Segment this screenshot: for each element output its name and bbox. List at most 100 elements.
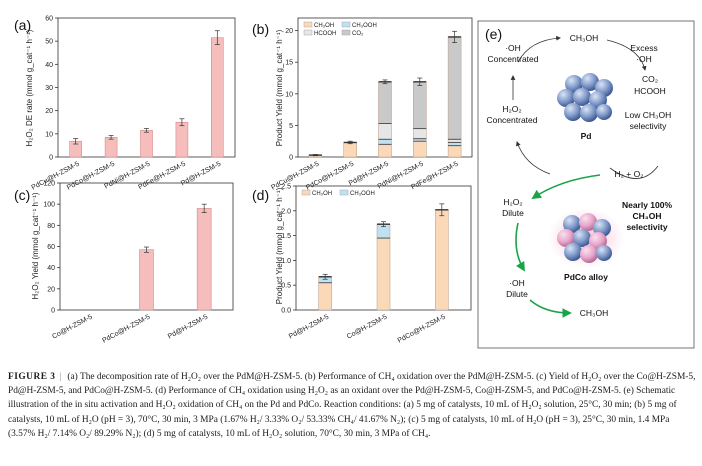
oh-dilute-label: ·OH bbox=[509, 278, 525, 288]
y-tick-label: 30 bbox=[45, 85, 53, 92]
ch3oh-top: CH₃OH bbox=[570, 33, 599, 43]
nearly-ch3oh: CH₃OH bbox=[633, 211, 662, 221]
ch3oh-bottom: CH₃OH bbox=[580, 308, 609, 318]
y-tick-label: 60 bbox=[47, 244, 55, 251]
y-axis-label: H₂O₂ Yield (mmol g_cat⁻¹ h⁻¹) bbox=[31, 192, 40, 299]
category-label: Co@H-ZSM-5 bbox=[51, 314, 94, 341]
y-tick-label: 50 bbox=[45, 39, 53, 46]
legend-label: CH₃OOH bbox=[350, 191, 375, 197]
panel-label: (d) bbox=[252, 187, 269, 203]
y-tick-label: 120 bbox=[43, 181, 55, 188]
bar-segment bbox=[378, 139, 392, 145]
bar-segment bbox=[447, 145, 462, 158]
bar-segment bbox=[318, 282, 332, 311]
category-label: Pd@H-ZSM-5 bbox=[180, 161, 222, 188]
y-tick-label: 0 bbox=[289, 155, 293, 162]
bar-segment bbox=[435, 209, 449, 311]
panel-label: (c) bbox=[14, 187, 30, 203]
nearly-selectivity: selectivity bbox=[626, 222, 667, 232]
y-tick-label: 40 bbox=[45, 62, 53, 69]
y-tick-label: 100 bbox=[43, 202, 55, 209]
bar bbox=[196, 208, 212, 311]
legend-swatch bbox=[341, 29, 351, 36]
y-axis-label: Product Yield (mmol g_cat⁻¹ h⁻¹) bbox=[275, 187, 284, 304]
legend-swatch bbox=[339, 189, 349, 196]
y-tick-label: 20 bbox=[45, 108, 53, 115]
bar-segment bbox=[413, 128, 427, 139]
nearly-100: Nearly 100% bbox=[622, 200, 673, 210]
category-label: Pd@H-ZSM-5 bbox=[288, 314, 330, 341]
legend-label: HCOOH bbox=[314, 31, 336, 37]
category-label: Co@H-ZSM-5 bbox=[346, 314, 389, 341]
h2-o2-label: H₂ + O₂ bbox=[614, 169, 643, 179]
h2o2-conc-label: H₂O₂ bbox=[502, 104, 521, 114]
bar-segment bbox=[343, 142, 357, 158]
oh-concentrated: Concentrated bbox=[487, 54, 538, 64]
y-tick-label: 0.5 bbox=[281, 283, 291, 290]
y-tick-label: 20 bbox=[47, 286, 55, 293]
bar bbox=[211, 37, 224, 158]
bar-segment bbox=[376, 237, 391, 311]
y-tick-label: 0 bbox=[51, 308, 55, 315]
y-tick-label: 1.0 bbox=[281, 258, 291, 265]
legend-swatch bbox=[303, 29, 313, 36]
bar-segment bbox=[413, 81, 427, 129]
y-tick-label: 0 bbox=[49, 155, 53, 162]
panel-label: (b) bbox=[252, 21, 269, 37]
y-tick-label: 2.5 bbox=[281, 184, 291, 191]
h2o2-concentrated: Concentrated bbox=[486, 115, 537, 125]
oh-dilute: Dilute bbox=[506, 289, 528, 299]
oh-label: ·OH bbox=[505, 43, 521, 53]
category-label: PdCo@H-ZSM-5 bbox=[101, 314, 151, 345]
legend-swatch bbox=[303, 21, 313, 28]
green-arrow-ch3oh bbox=[529, 299, 572, 318]
y-tick-label: 1.5 bbox=[281, 233, 291, 240]
green-arrow-oh bbox=[515, 222, 525, 272]
y-tick-label: 20 bbox=[285, 28, 293, 35]
excess-label: Excess bbox=[630, 43, 657, 53]
legend-label: CH₃OH bbox=[314, 23, 334, 29]
y-tick-label: 10 bbox=[285, 91, 293, 98]
arrow-oh-to-ch3oh bbox=[517, 35, 561, 63]
bar-segment bbox=[378, 81, 392, 124]
bar-segment bbox=[378, 144, 392, 158]
y-tick-label: 2.0 bbox=[281, 208, 291, 215]
y-tick-label: 60 bbox=[45, 16, 53, 23]
chart-a: (a) 0 10 20 30 40 50 60 H₂O₂ DE rate (mmol g_cat… bbox=[14, 16, 236, 192]
figure-caption: FIGURE 3 | (a) The decomposition rate of H… bbox=[8, 370, 696, 441]
legend-label: CO₂ bbox=[352, 31, 364, 37]
panel-label-e: (e) bbox=[485, 26, 502, 42]
bar-segment bbox=[447, 36, 462, 140]
y-tick-label: 10 bbox=[45, 131, 53, 138]
bar bbox=[140, 130, 153, 158]
caption-divider: | bbox=[59, 372, 62, 382]
legend-label: CH₃OH bbox=[312, 191, 332, 197]
hcooh-label: HCOOH bbox=[634, 86, 666, 96]
h2o2-dilute: Dilute bbox=[502, 208, 524, 218]
category-label: PdCo@H-ZSM-5 bbox=[397, 314, 447, 345]
y-tick-label: 5 bbox=[289, 123, 293, 130]
bar bbox=[175, 121, 189, 158]
legend-swatch bbox=[301, 189, 311, 196]
y-axis-label: H₂O₂ DE rate (mmol g_cat⁻¹ h⁻¹) bbox=[25, 29, 34, 146]
arrow-to-co2 bbox=[606, 39, 647, 71]
bar-segment bbox=[378, 123, 392, 140]
bar bbox=[139, 249, 154, 311]
y-axis-label: Product Yield (mmol g_cat⁻¹ h⁻¹) bbox=[275, 29, 284, 146]
y-tick-label: 80 bbox=[47, 223, 55, 230]
pd-cluster-icon bbox=[557, 73, 613, 122]
legend-label: CH₃OOH bbox=[352, 23, 377, 29]
caption-label: FIGURE 3 bbox=[8, 372, 56, 382]
excess-oh: ·OH bbox=[636, 54, 652, 64]
category-label: Pd@H-ZSM-5 bbox=[167, 314, 209, 341]
low-selectivity-1: Low CH₃OH bbox=[625, 110, 671, 120]
bar-segment bbox=[413, 140, 427, 158]
co2-label: CO₂ bbox=[642, 74, 658, 84]
caption-text: (a) The decomposition rate of H₂O₂ over … bbox=[8, 372, 696, 439]
y-tick-label: 0.0 bbox=[281, 308, 291, 315]
panel-label: (a) bbox=[14, 17, 31, 33]
h2o2-dilute-label: H₂O₂ bbox=[503, 197, 522, 207]
